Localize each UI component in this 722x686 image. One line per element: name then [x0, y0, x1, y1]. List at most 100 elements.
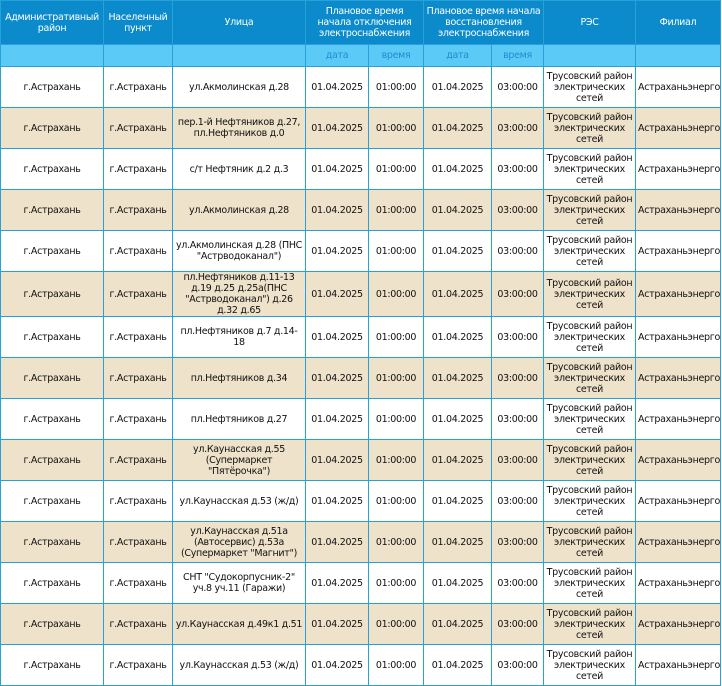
cell-on-date: 01.04.2025: [423, 230, 492, 272]
cell-off-date: 01.04.2025: [305, 603, 369, 645]
table-row: г.Астрахань г.Астрахань с/т Нефтяник д.2 д…: [0, 148, 721, 190]
cell-off-date: 01.04.2025: [305, 398, 369, 440]
cell-on-date: 01.04.2025: [423, 316, 492, 358]
cell-off-time: 01:00:00: [368, 189, 424, 231]
cell-on-time: 03:00:00: [491, 107, 544, 149]
cell-street: с/т Нефтяник д.2 д.3: [172, 148, 306, 190]
cell-district: г.Астрахань: [0, 398, 104, 440]
cell-branch: Астраханьэнерго: [635, 148, 721, 190]
cell-street: ул.Каунасская д.49к1 д.51: [172, 603, 306, 645]
cell-branch: Астраханьэнерго: [635, 107, 721, 149]
cell-off-date: 01.04.2025: [305, 644, 369, 686]
cell-on-time: 03:00:00: [491, 271, 544, 317]
cell-district: г.Астрахань: [0, 357, 104, 399]
cell-res: Трусовский район электрических сетей: [543, 480, 636, 522]
cell-res: Трусовский район электрических сетей: [543, 562, 636, 604]
cell-res: Трусовский район электрических сетей: [543, 66, 636, 108]
cell-locality: г.Астрахань: [103, 107, 173, 149]
cell-on-date: 01.04.2025: [423, 480, 492, 522]
cell-branch: Астраханьэнерго: [635, 398, 721, 440]
cell-on-time: 03:00:00: [491, 439, 544, 481]
cell-street: ул.Акмолинская д.28: [172, 66, 306, 108]
cell-street: ул.Каунасская д.51а (Автосервис) д.53а (…: [172, 521, 306, 563]
cell-branch: Астраханьэнерго: [635, 480, 721, 522]
cell-off-time: 01:00:00: [368, 603, 424, 645]
cell-locality: г.Астрахань: [103, 148, 173, 190]
cell-off-date: 01.04.2025: [305, 107, 369, 149]
cell-off-time: 01:00:00: [368, 66, 424, 108]
cell-street: ул.Каунасская д.53 (ж/д): [172, 480, 306, 522]
cell-on-date: 01.04.2025: [423, 398, 492, 440]
cell-off-date: 01.04.2025: [305, 439, 369, 481]
cell-district: г.Астрахань: [0, 271, 104, 317]
cell-branch: Астраханьэнерго: [635, 230, 721, 272]
cell-street: пл.Нефтяников д.34: [172, 357, 306, 399]
subheader-empty: [103, 44, 173, 67]
cell-on-date: 01.04.2025: [423, 603, 492, 645]
subheader-off-date: дата: [305, 44, 369, 67]
cell-off-date: 01.04.2025: [305, 357, 369, 399]
cell-branch: Астраханьэнерго: [635, 521, 721, 563]
cell-district: г.Астрахань: [0, 230, 104, 272]
subheader-empty: [543, 44, 636, 67]
cell-off-date: 01.04.2025: [305, 480, 369, 522]
cell-branch: Астраханьэнерго: [635, 562, 721, 604]
cell-off-time: 01:00:00: [368, 480, 424, 522]
cell-on-time: 03:00:00: [491, 148, 544, 190]
cell-res: Трусовский район электрических сетей: [543, 271, 636, 317]
subheader-empty: [635, 44, 721, 67]
cell-branch: Астраханьэнерго: [635, 439, 721, 481]
table-row: г.Астрахань г.Астрахань пл.Нефтяников д.27…: [0, 398, 721, 440]
cell-off-time: 01:00:00: [368, 148, 424, 190]
cell-on-date: 01.04.2025: [423, 271, 492, 317]
cell-locality: г.Астрахань: [103, 66, 173, 108]
cell-on-date: 01.04.2025: [423, 439, 492, 481]
cell-on-time: 03:00:00: [491, 521, 544, 563]
cell-off-time: 01:00:00: [368, 644, 424, 686]
cell-off-time: 01:00:00: [368, 316, 424, 358]
cell-res: Трусовский район электрических сетей: [543, 357, 636, 399]
cell-on-time: 03:00:00: [491, 562, 544, 604]
cell-branch: Астраханьэнерго: [635, 271, 721, 317]
header-restore-start: Плановое время начала восстановления эле…: [423, 0, 544, 45]
header-branch: Филиал: [635, 0, 721, 45]
table-row: г.Астрахань г.Астрахань пл.Нефтяников д.34…: [0, 357, 721, 399]
cell-locality: г.Астрахань: [103, 357, 173, 399]
cell-district: г.Астрахань: [0, 316, 104, 358]
table-row: г.Астрахань г.Астрахань ул.Каунасская д.49…: [0, 603, 721, 645]
cell-on-date: 01.04.2025: [423, 521, 492, 563]
table-row: г.Астрахань г.Астрахань ул.Каунасская д.53…: [0, 644, 721, 686]
cell-off-date: 01.04.2025: [305, 271, 369, 317]
cell-res: Трусовский район электрических сетей: [543, 603, 636, 645]
cell-branch: Астраханьэнерго: [635, 66, 721, 108]
cell-district: г.Астрахань: [0, 439, 104, 481]
cell-street: пл.Нефтяников д.7 д.14-18: [172, 316, 306, 358]
subheader-on-time: время: [491, 44, 544, 67]
cell-branch: Астраханьэнерго: [635, 316, 721, 358]
cell-on-time: 03:00:00: [491, 603, 544, 645]
cell-locality: г.Астрахань: [103, 439, 173, 481]
cell-on-time: 03:00:00: [491, 357, 544, 399]
subheader-empty: [172, 44, 306, 67]
cell-street: ул.Каунасская д.55 (Супермаркет "Пятёроч…: [172, 439, 306, 481]
table-row: г.Астрахань г.Астрахань ул.Каунасская д.53…: [0, 480, 721, 522]
cell-on-date: 01.04.2025: [423, 66, 492, 108]
cell-off-date: 01.04.2025: [305, 189, 369, 231]
cell-district: г.Астрахань: [0, 107, 104, 149]
table-row: г.Астрахань г.Астрахань ул.Акмолинская д.2…: [0, 66, 721, 108]
cell-off-time: 01:00:00: [368, 562, 424, 604]
cell-locality: г.Астрахань: [103, 562, 173, 604]
cell-street: пл.Нефтяников д.27: [172, 398, 306, 440]
table-row: г.Астрахань г.Астрахань ул.Каунасская д.51…: [0, 521, 721, 563]
cell-street: ул.Акмолинская д.28: [172, 189, 306, 231]
cell-on-time: 03:00:00: [491, 66, 544, 108]
table-row: г.Астрахань г.Астрахань ул.Каунасская д.55…: [0, 439, 721, 481]
table-row: г.Астрахань г.Астрахань ул.Акмолинская д.2…: [0, 230, 721, 272]
header-outage-start: Плановое время начала отключения электро…: [305, 0, 424, 45]
cell-off-date: 01.04.2025: [305, 230, 369, 272]
cell-street: ул.Акмолинская д.28 (ПНС "Астрводоканал"…: [172, 230, 306, 272]
cell-res: Трусовский район электрических сетей: [543, 107, 636, 149]
cell-res: Трусовский район электрических сетей: [543, 230, 636, 272]
table-row: г.Астрахань г.Астрахань СНТ "Судокорпусник…: [0, 562, 721, 604]
cell-locality: г.Астрахань: [103, 603, 173, 645]
